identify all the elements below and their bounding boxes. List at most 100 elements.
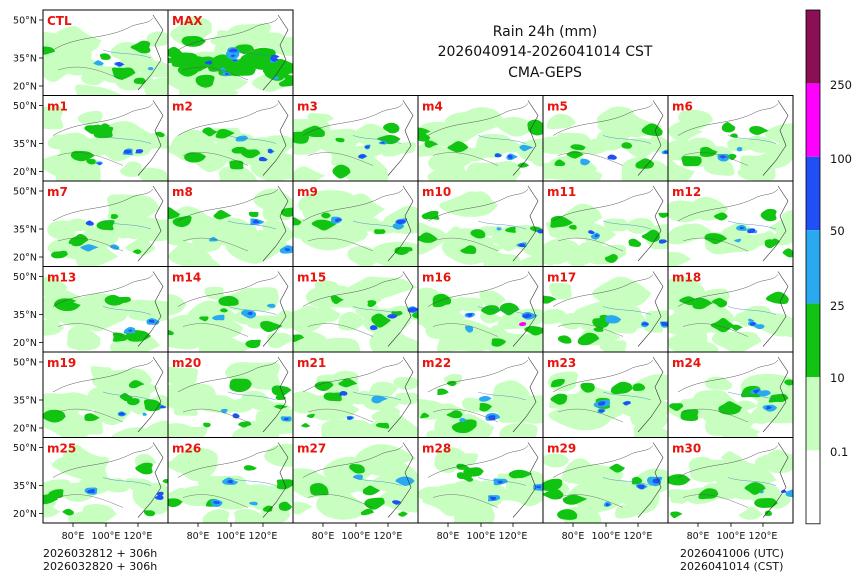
colorbar-label-0-1: 0.1 xyxy=(830,445,849,459)
panel-m3: m3 xyxy=(292,95,419,182)
lon-tick-label: 100°E xyxy=(217,531,246,542)
valid-time-utc-text: 2026041006 (UTC) xyxy=(680,547,784,560)
init-time-utc: 2026032812 + 306h 2026032820 + 306h xyxy=(43,547,157,573)
panel-label-ctl: CTL xyxy=(47,14,72,28)
init-time-utc-text: 2026032812 + 306h xyxy=(43,547,158,560)
lat-tick-label: 35°N xyxy=(13,139,37,150)
lat-tick-label: 50°N xyxy=(13,187,37,198)
panel-label-m18: m18 xyxy=(672,271,701,285)
colorbar-label-100: 100 xyxy=(830,152,852,166)
lat-tick-label: 50°N xyxy=(13,358,37,369)
panel-label-m12: m12 xyxy=(672,185,701,199)
panel-label-m17: m17 xyxy=(547,271,576,285)
valid-time-cst-text: 2026041014 (CST) xyxy=(680,560,784,573)
colorbar-label-250: 250 xyxy=(830,78,852,92)
panel-m29: m29 xyxy=(542,437,669,524)
lon-tick-label: 80°E xyxy=(62,531,85,542)
lon-tick-label: 120°E xyxy=(124,531,153,542)
panel-m16: m16 xyxy=(417,266,544,353)
panel-label-m16: m16 xyxy=(422,271,451,285)
panel-label-m5: m5 xyxy=(547,100,568,114)
lon-tick-label: 100°E xyxy=(342,531,371,542)
init-time-cst-text: 2026032820 + 306h xyxy=(43,560,158,573)
colorbar-segment xyxy=(806,450,820,524)
panel-label-m3: m3 xyxy=(297,100,318,114)
lon-tick-label: 120°E xyxy=(624,531,653,542)
colorbar-segment xyxy=(806,303,820,377)
figure-model-name: CMA-GEPS xyxy=(508,65,582,81)
panel-label-m11: m11 xyxy=(547,185,576,199)
panel-label-m20: m20 xyxy=(172,356,201,370)
panel-label-m9: m9 xyxy=(297,185,318,199)
panel-label-m15: m15 xyxy=(297,271,326,285)
lat-tick-label: 20°N xyxy=(13,338,37,349)
panel-label-m30: m30 xyxy=(672,442,701,456)
valid-time: 2026041006 (UTC) 2026041014 (CST) xyxy=(680,547,784,573)
panel-CTL: CTL xyxy=(42,9,169,96)
lon-tick-label: 120°E xyxy=(374,531,403,542)
colorbar-segment xyxy=(806,377,820,451)
panel-m24: m24 xyxy=(667,351,794,438)
lon-tick-label: 100°E xyxy=(92,531,121,542)
figure-date-range: 2026040914-2026041014 CST xyxy=(437,44,653,60)
lat-tick-label: 35°N xyxy=(13,481,37,492)
lat-tick-label: 35°N xyxy=(13,225,37,236)
colorbar-segment xyxy=(806,156,820,231)
lon-tick-label: 100°E xyxy=(467,531,496,542)
panel-label-m14: m14 xyxy=(172,271,201,285)
lon-tick-label: 80°E xyxy=(687,531,710,542)
lon-tick-label: 120°E xyxy=(499,531,528,542)
panel-m14: m14 xyxy=(167,266,294,353)
figure-title: Rain 24h (mm) xyxy=(492,24,598,40)
panel-m17: m17 xyxy=(542,266,669,353)
panel-m20: m20 xyxy=(167,351,294,438)
panel-label-m7: m7 xyxy=(47,185,68,199)
lat-tick-label: 20°N xyxy=(13,509,37,520)
panel-m1: m1 xyxy=(42,95,169,182)
panel-label-m19: m19 xyxy=(47,356,76,370)
panel-m10: m10 xyxy=(417,180,544,267)
panel-m25: m25 xyxy=(42,437,169,524)
lat-tick-label: 20°N xyxy=(13,253,37,264)
panel-label-max: MAX xyxy=(172,14,203,28)
panel-m27: m27 xyxy=(292,437,419,524)
panel-label-m22: m22 xyxy=(422,356,451,370)
panel-m22: m22 xyxy=(417,351,544,438)
panel-label-m13: m13 xyxy=(47,271,76,285)
panel-label-m8: m8 xyxy=(172,185,193,199)
lon-tick-label: 120°E xyxy=(249,531,278,542)
panel-m4: m4 xyxy=(417,95,544,182)
lat-tick-label: 20°N xyxy=(13,424,37,435)
panel-m6: m6 xyxy=(667,95,794,182)
panel-m12: m12 xyxy=(667,180,794,267)
panel-m19: m19 xyxy=(42,351,169,438)
colorbar-label-50: 50 xyxy=(830,224,845,238)
colorbar-segment xyxy=(806,230,820,304)
colorbar-label-10: 10 xyxy=(830,371,845,385)
panel-label-m27: m27 xyxy=(297,442,326,456)
lat-tick-label: 35°N xyxy=(13,54,37,65)
lat-tick-label: 50°N xyxy=(13,16,37,27)
lon-tick-label: 100°E xyxy=(717,531,746,542)
panel-m5: m5 xyxy=(542,95,669,182)
panel-label-m1: m1 xyxy=(47,100,68,114)
panel-m18: m18 xyxy=(667,266,794,353)
panel-m30: m30 xyxy=(667,437,794,524)
lat-tick-label: 35°N xyxy=(13,396,37,407)
panel-m11: m11 xyxy=(542,180,669,267)
panel-label-m23: m23 xyxy=(547,356,576,370)
colorbar-segment xyxy=(806,10,820,84)
panel-m7: m7 xyxy=(42,180,169,267)
longitude-axis: 80°E 100°E 120°E 80°E 100°E 120°E 80°E 100°E 120… xyxy=(62,523,777,542)
panel-label-m6: m6 xyxy=(672,100,693,114)
lat-tick-label: 35°N xyxy=(13,310,37,321)
panel-m23: m23 xyxy=(542,351,669,438)
lat-tick-label: 50°N xyxy=(13,101,37,112)
panel-label-m29: m29 xyxy=(547,442,576,456)
lon-tick-label: 80°E xyxy=(437,531,460,542)
panel-label-m28: m28 xyxy=(422,442,451,456)
panel-label-m21: m21 xyxy=(297,356,326,370)
lat-tick-label: 50°N xyxy=(13,443,37,454)
